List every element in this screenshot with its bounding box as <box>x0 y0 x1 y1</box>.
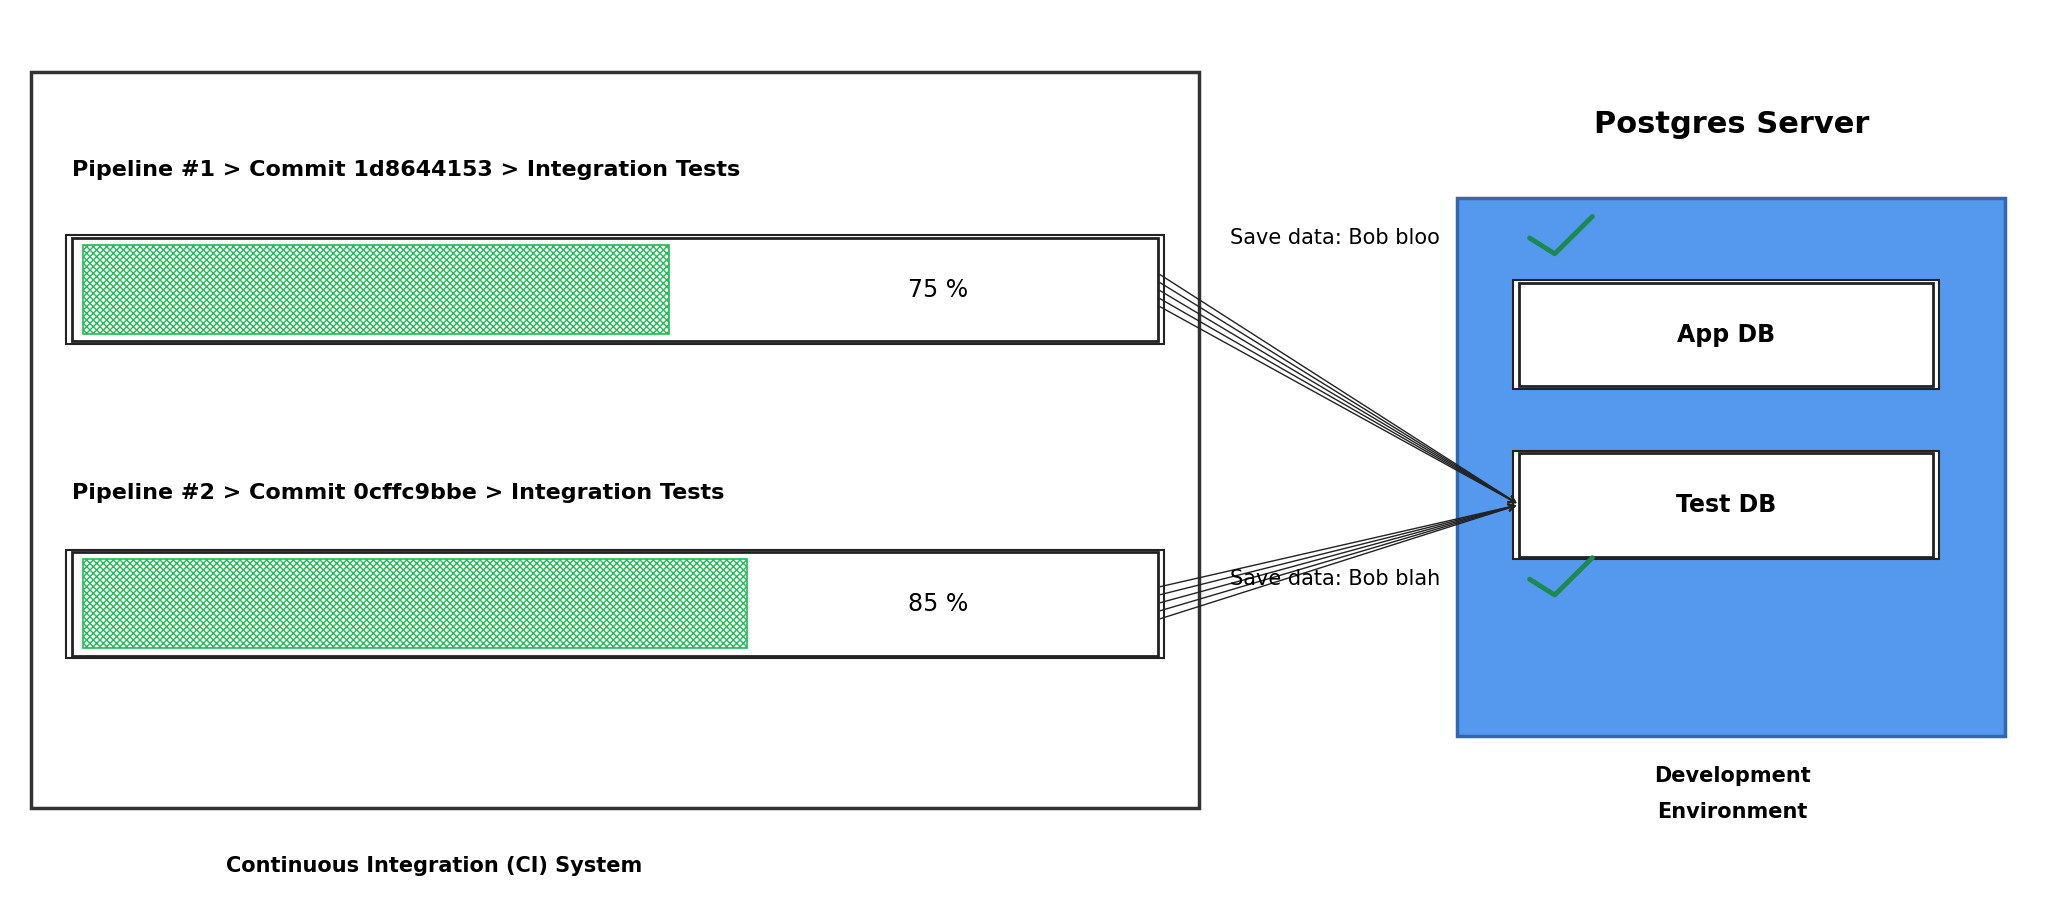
Text: 75 %: 75 % <box>907 277 967 302</box>
Text: Continuous Integration (CI) System: Continuous Integration (CI) System <box>225 856 643 876</box>
Text: Save data: Bob blah: Save data: Bob blah <box>1230 569 1441 589</box>
Text: Save data: Bob bloo: Save data: Bob bloo <box>1230 228 1441 248</box>
Bar <box>72 552 1158 656</box>
Bar <box>1513 451 1939 559</box>
Bar <box>83 245 668 334</box>
Text: Development: Development <box>1654 766 1811 786</box>
Bar <box>66 235 1164 344</box>
Text: Test DB: Test DB <box>1676 493 1776 517</box>
Bar <box>1513 280 1939 389</box>
Text: Pipeline #1 > Commit 1d8644153 > Integration Tests: Pipeline #1 > Commit 1d8644153 > Integra… <box>72 160 740 180</box>
Text: 85 %: 85 % <box>907 592 967 616</box>
Bar <box>1519 283 1933 386</box>
Text: Postgres Server: Postgres Server <box>1594 110 1871 139</box>
Text: Pipeline #2 > Commit 0cffc9bbe > Integration Tests: Pipeline #2 > Commit 0cffc9bbe > Integra… <box>72 483 726 503</box>
Text: App DB: App DB <box>1676 322 1776 347</box>
Bar <box>72 238 1158 341</box>
Text: Environment: Environment <box>1658 802 1807 822</box>
Bar <box>66 550 1164 658</box>
Bar <box>1519 453 1933 557</box>
Bar <box>1457 198 2005 736</box>
Bar <box>83 559 746 648</box>
Bar <box>31 72 1199 808</box>
